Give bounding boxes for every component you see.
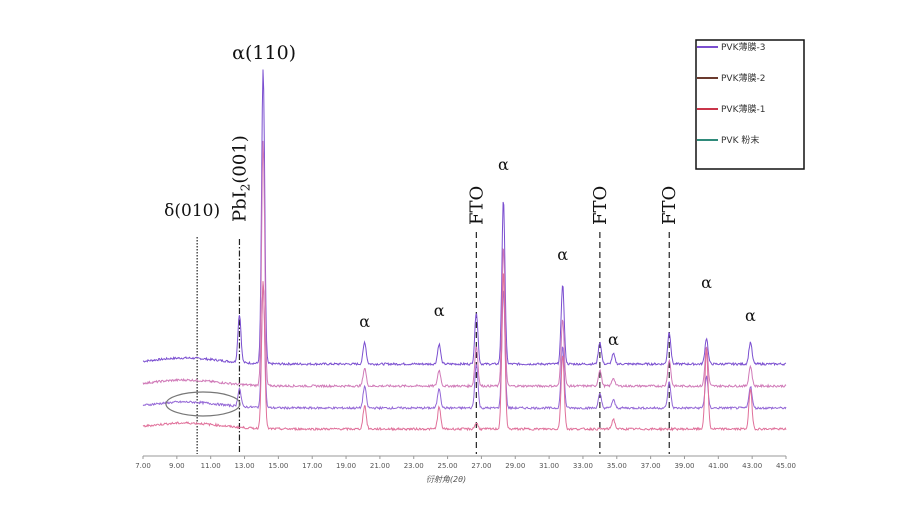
x-tick-label: 31.00 — [539, 462, 559, 470]
x-axis-label: 衍射角(2θ) — [426, 475, 466, 484]
x-tick-label: 45.00 — [776, 462, 796, 470]
rotated-annotation: PbI2(001) — [229, 135, 252, 222]
annotation-alpha-110: α(110) — [232, 42, 296, 64]
annotation-delta-010: δ(010) — [164, 201, 220, 221]
series-line — [142, 69, 787, 367]
x-axis: 7.00 9.00 11.00 13.00 15.00 17.00 19.00 21.00 23… — [135, 455, 796, 470]
annotation-alpha: α — [557, 245, 568, 264]
annotation-alpha: α — [745, 306, 756, 325]
series-line — [142, 140, 787, 389]
x-tick-label: 39.00 — [674, 462, 694, 470]
x-tick-label: 25.00 — [438, 462, 458, 470]
reference-lines — [196, 232, 670, 454]
x-tick-label: 19.00 — [336, 462, 356, 470]
annotation-alpha: α — [434, 301, 445, 320]
annotation-label: FTO — [590, 186, 611, 225]
x-tick-label: 43.00 — [742, 462, 762, 470]
x-tick-label: 23.00 — [404, 462, 424, 470]
series-line — [142, 283, 787, 411]
x-tick-label: 13.00 — [235, 462, 255, 470]
rotated-annotation: FTO — [590, 186, 611, 225]
legend-label[interactable]: PVK 粉末 — [721, 134, 759, 146]
x-tick-label: 35.00 — [607, 462, 627, 470]
legend-label[interactable]: PVK薄膜-3 — [721, 41, 765, 53]
rotated-annotation: FTO — [466, 186, 487, 225]
series-line — [142, 272, 787, 432]
x-tick-label: 41.00 — [708, 462, 728, 470]
x-tick-label: 7.00 — [135, 462, 151, 470]
annotation-alpha: α — [701, 273, 712, 292]
x-tick-label: 11.00 — [201, 462, 221, 470]
x-tick-label: 27.00 — [471, 462, 491, 470]
legend-label[interactable]: PVK薄膜-2 — [721, 72, 765, 84]
x-tick-label: 9.00 — [169, 462, 185, 470]
annotation-alpha: α — [608, 330, 619, 349]
annotation-alpha: α — [359, 312, 370, 331]
x-tick-label: 37.00 — [641, 462, 661, 470]
series-traces — [142, 69, 787, 432]
annotation-alpha: α — [498, 155, 509, 174]
annotation-label: PbI2(001) — [229, 135, 252, 222]
legend-box — [695, 39, 805, 170]
legend-label[interactable]: PVK薄膜-1 — [721, 103, 765, 115]
highlight-ellipse — [165, 391, 241, 417]
x-tick-label: 33.00 — [573, 462, 593, 470]
legend[interactable]: PVK薄膜-3 PVK薄膜-2 PVK薄膜-1 PVK 粉末 — [695, 39, 805, 170]
x-tick-label: 21.00 — [370, 462, 390, 470]
x-tick-label: 15.00 — [268, 462, 288, 470]
annotation-label: FTO — [466, 186, 487, 225]
rotated-annotation: FTO — [659, 186, 680, 225]
annotation-label: FTO — [659, 186, 680, 225]
x-tick-label: 29.00 — [505, 462, 525, 470]
peak-annotations: α(110) PbI2(001) δ(010) FTO FTO FTO α α α α α α α — [164, 42, 756, 349]
x-tick-label: 17.00 — [302, 462, 322, 470]
